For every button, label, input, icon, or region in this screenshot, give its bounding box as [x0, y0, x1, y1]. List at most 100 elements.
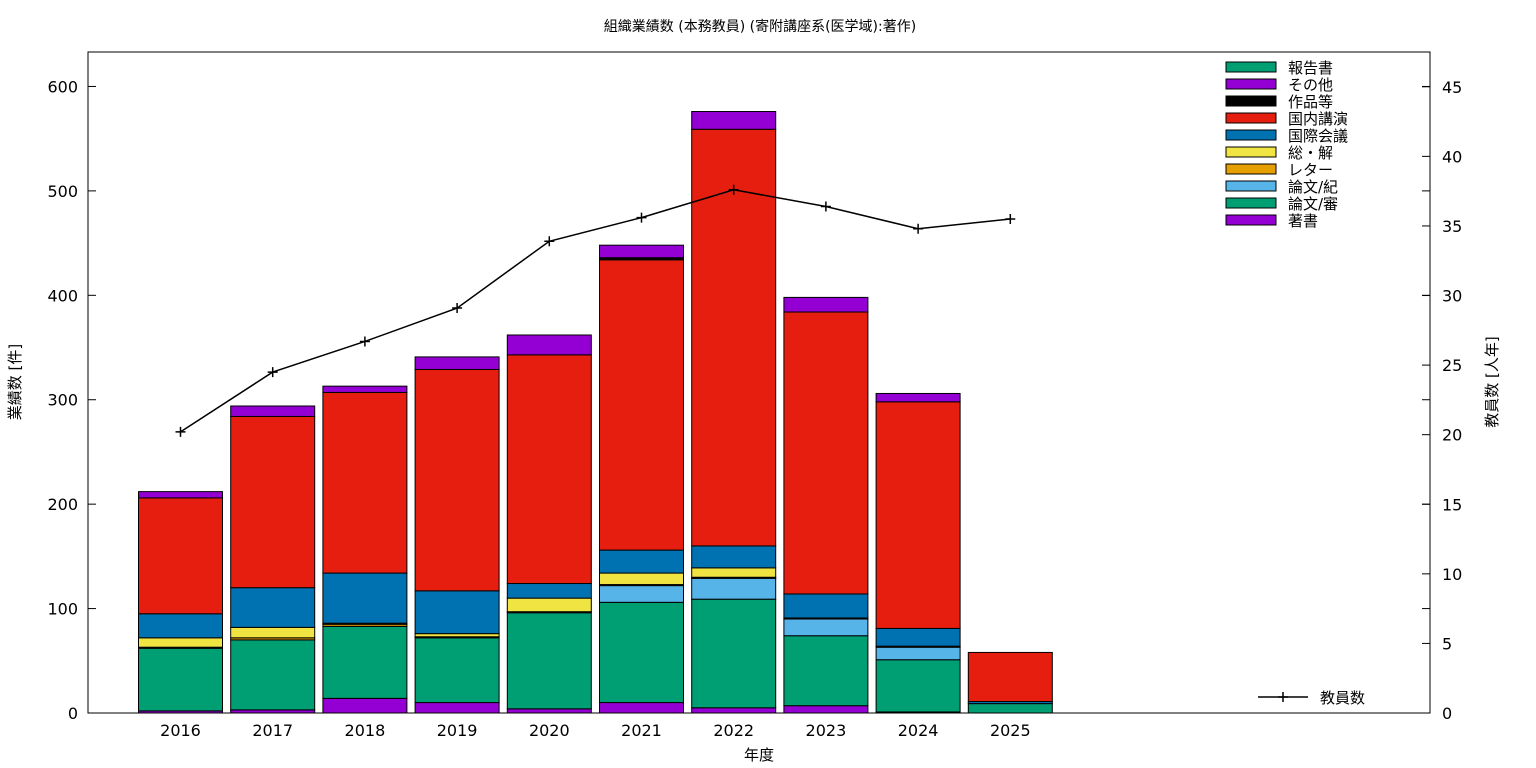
- bar-segment: [691, 707, 777, 714]
- y2-tick-label: 5: [1442, 634, 1452, 653]
- y-tick-label: 200: [47, 495, 78, 514]
- legend-label: 総・解: [1288, 144, 1333, 162]
- bar-segment: [414, 590, 500, 635]
- bar-segment: [322, 572, 408, 624]
- bar-segment: [691, 545, 777, 569]
- legend-swatch: [1225, 180, 1277, 192]
- bar-segment: [875, 401, 961, 629]
- bar-segment: [783, 296, 869, 313]
- bar-segment: [875, 392, 961, 403]
- line-series: [175, 184, 1016, 437]
- bar-stacks: [138, 111, 1053, 714]
- y2-tick-label: 25: [1442, 356, 1462, 375]
- line-point: [820, 201, 831, 212]
- bar-segment: [414, 637, 500, 704]
- bar-segment: [691, 567, 777, 578]
- x-axis: 2016 2017 2018 2019 2020 2021 2022 2023 2024 2025: [160, 705, 1031, 740]
- bar-segment: [230, 587, 316, 628]
- y2-axis: 0 5 10 15 20 25 30 35 40 45: [1422, 78, 1462, 723]
- line-point: [267, 367, 278, 378]
- bar-segment: [691, 577, 777, 600]
- line-point: [544, 236, 555, 247]
- bar-segment: [875, 646, 961, 661]
- line-point: [913, 223, 924, 234]
- line-point: [636, 212, 647, 223]
- legend-label: 論文/紀: [1288, 178, 1338, 196]
- y2-tick-label: 20: [1442, 426, 1462, 445]
- bar-segment: [967, 703, 1053, 714]
- bar-segment: [783, 705, 869, 714]
- bar-segment: [414, 368, 500, 592]
- bar-segment: [138, 637, 223, 648]
- legend-swatch: [1225, 78, 1277, 90]
- legend-label: 作品等: [1288, 93, 1333, 111]
- line-point: [175, 426, 186, 437]
- bar-segment: [599, 549, 684, 574]
- y-tick-label: 100: [47, 600, 78, 619]
- bar-segment: [322, 391, 408, 574]
- line-point: [359, 336, 370, 347]
- y-axis-label: 業績数 [件]: [6, 344, 24, 420]
- legend-label: 教員数: [1320, 689, 1365, 707]
- bar-segment: [506, 583, 592, 599]
- legend-label: 報告書: [1288, 59, 1333, 77]
- x-tick-label: 2025: [990, 721, 1031, 740]
- x-axis-label: 年度: [744, 746, 774, 764]
- bar-segment: [230, 415, 316, 589]
- bar-segment: [783, 635, 869, 707]
- x-tick-label: 2018: [345, 721, 386, 740]
- y-tick-label: 500: [47, 182, 78, 201]
- bar-segment: [414, 356, 500, 370]
- legend-swatch: [1225, 112, 1277, 124]
- bar-segment: [691, 111, 777, 130]
- bar-segment: [230, 626, 316, 639]
- x-tick-label: 2019: [437, 721, 478, 740]
- x-tick-label: 2017: [252, 721, 293, 740]
- y2-tick-label: 30: [1442, 287, 1462, 306]
- bar-segment: [875, 659, 961, 713]
- legend-swatch: [1225, 95, 1277, 107]
- bar-segment: [783, 618, 869, 637]
- bar-segment: [230, 405, 316, 417]
- legend-line-marker: [1278, 692, 1288, 702]
- line-point: [452, 303, 463, 314]
- bar-segment: [138, 647, 223, 712]
- legend-swatch: [1225, 129, 1277, 141]
- x-tick-label: 2021: [621, 721, 662, 740]
- bar-segment: [506, 597, 592, 613]
- bar-segment: [322, 697, 408, 714]
- bar-segment: [138, 613, 223, 639]
- bar-segment: [506, 612, 592, 710]
- legend-swatch: [1225, 214, 1277, 226]
- y-tick-label: 300: [47, 391, 78, 410]
- bar-segment: [506, 354, 592, 585]
- bar-segment: [322, 385, 408, 393]
- y2-tick-label: 0: [1442, 704, 1452, 723]
- y2-tick-label: 15: [1442, 495, 1462, 514]
- chart-title: 組織業績数 (本務教員) (寄附講座系(医学域):著作): [604, 18, 916, 35]
- bar-segment: [599, 244, 684, 259]
- legend-label: 著書: [1288, 212, 1318, 230]
- bar-segment: [599, 259, 684, 551]
- bar-segment: [783, 311, 869, 595]
- x-tick-label: 2016: [160, 721, 201, 740]
- x-tick-label: 2022: [713, 721, 754, 740]
- legend-swatch: [1225, 146, 1277, 158]
- bar-segment: [506, 334, 592, 356]
- y2-axis-label: 教員数 [人年]: [1483, 336, 1501, 427]
- bar-segment: [138, 491, 223, 499]
- line-point: [728, 184, 739, 195]
- legend-label: 論文/審: [1288, 195, 1338, 213]
- legend-swatch: [1225, 61, 1277, 73]
- legend-label: 国際会議: [1288, 127, 1348, 145]
- y2-tick-label: 40: [1442, 147, 1462, 166]
- bar-segment: [599, 702, 684, 714]
- legend-swatch: [1225, 197, 1277, 209]
- bar-segment: [230, 639, 316, 711]
- legend-label: その他: [1288, 76, 1333, 94]
- line-point: [1005, 213, 1016, 224]
- y2-tick-label: 45: [1442, 78, 1462, 97]
- x-tick-label: 2020: [529, 721, 570, 740]
